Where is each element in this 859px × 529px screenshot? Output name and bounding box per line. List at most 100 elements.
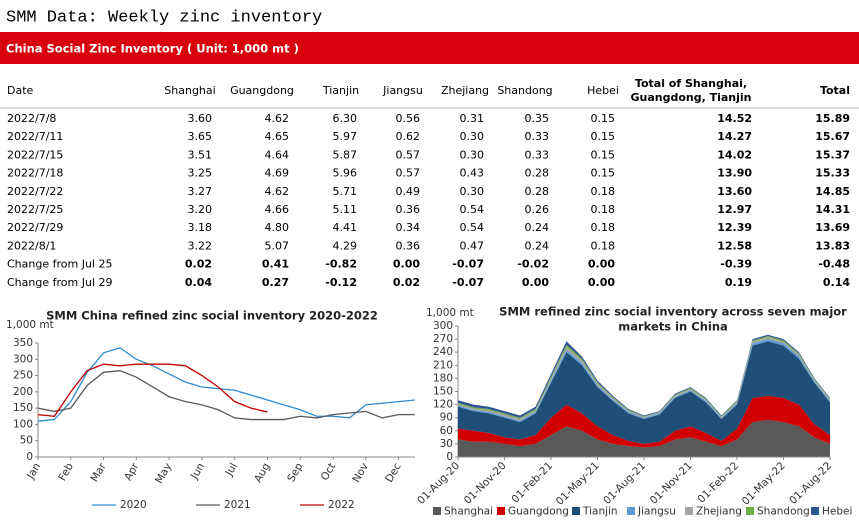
legend-label: Jiangsu	[637, 506, 676, 518]
table-cell: 3.51	[188, 148, 213, 161]
table-cell: 5.71	[333, 185, 358, 198]
area-series	[458, 419, 830, 457]
x-tick-label: Feb	[56, 461, 76, 483]
table-cell: 0.14	[823, 276, 850, 289]
table-cell: 13.90	[717, 167, 752, 180]
x-tick-label: Aug	[252, 461, 273, 485]
table-cell: 0.28	[525, 167, 550, 180]
table-cell: 14.02	[717, 148, 752, 161]
legend-label: Hebei	[822, 506, 852, 518]
column-header: Zhejiang	[441, 84, 489, 97]
table-cell: 0.30	[460, 130, 485, 143]
table-cell: 4.41	[333, 221, 358, 234]
legend-swatch	[572, 507, 580, 515]
table-cell: 0.00	[522, 276, 549, 289]
table-cell: 0.62	[396, 130, 421, 143]
row-label: 2022/7/15	[7, 148, 63, 161]
table-cell: 12.58	[717, 239, 752, 252]
legend-swatch	[685, 507, 693, 515]
table-cell: 0.15	[591, 167, 616, 180]
table-cell: 0.30	[460, 148, 485, 161]
area-series	[458, 341, 830, 444]
x-tick-label: 01-Aug-21	[601, 460, 648, 507]
table-cell: 0.31	[460, 112, 485, 125]
table-cell: 5.87	[333, 148, 358, 161]
table-cell: 0.36	[396, 203, 421, 216]
y-tick-label: 180	[433, 372, 453, 384]
row-label: Change from Jul 25	[7, 258, 112, 271]
x-tick-label: May	[153, 461, 174, 486]
table-cell: 15.89	[815, 112, 850, 125]
table-cell: 4.62	[265, 185, 290, 198]
x-tick-label: 01-Feb-22	[695, 460, 741, 506]
table-cell: -0.07	[452, 276, 484, 289]
line-series	[37, 370, 415, 421]
legend-label: Shanghai	[444, 506, 493, 518]
column-header: Jiangsu	[382, 84, 423, 97]
y-axis-label: 1,000 mt	[426, 307, 474, 319]
page-title: SMM Data: Weekly zinc inventory	[6, 8, 322, 27]
table-cell: 0.43	[460, 167, 485, 180]
table-cell: 0.33	[525, 130, 550, 143]
table-cell: 0.19	[725, 276, 752, 289]
x-tick-label: 01-Nov-20	[462, 460, 509, 507]
table-cell: 4.69	[265, 167, 290, 180]
table-cell: 0.41	[262, 258, 289, 271]
row-label: Change from Jul 29	[7, 276, 112, 289]
legend-label: 2020	[120, 499, 147, 511]
y-tick-label: 50	[20, 435, 33, 447]
table-cell: 3.27	[188, 185, 213, 198]
table-cell: 0.00	[588, 258, 615, 271]
table-cell: -0.02	[517, 258, 549, 271]
column-header: Shanghai	[164, 84, 215, 97]
line-series	[37, 347, 416, 422]
table-cell: 3.65	[188, 130, 213, 143]
table-cell: 3.60	[188, 112, 213, 125]
y-tick-label: 300	[13, 353, 33, 365]
table-cell: 0.56	[396, 112, 421, 125]
table-cell: 0.02	[393, 276, 420, 289]
y-tick-label: 250	[13, 370, 33, 382]
table-cell: 14.31	[815, 203, 850, 216]
table-cell: 0.15	[591, 148, 616, 161]
table-cell: 3.20	[188, 203, 213, 216]
column-header: Total of Shanghai, Guangdong, Tianjin	[630, 77, 751, 104]
y-tick-label: 300	[433, 320, 453, 332]
x-tick-label: Nov	[350, 461, 371, 485]
chart-title: SMM China refined zinc social inventory …	[46, 309, 378, 323]
table-cell: 12.97	[717, 203, 752, 216]
table-cell: 5.07	[265, 239, 290, 252]
legend-swatch	[497, 507, 505, 515]
table-cell: -0.39	[720, 258, 752, 271]
row-label: 2022/7/25	[7, 203, 63, 216]
table-cell: 4.66	[265, 203, 290, 216]
table-cell: 0.36	[396, 239, 421, 252]
table-cell: 5.96	[333, 167, 358, 180]
x-tick-label: 01-Aug-22	[787, 460, 834, 507]
row-label: 2022/7/18	[7, 167, 63, 180]
area-series	[458, 339, 830, 423]
legend-swatch	[433, 507, 441, 515]
table-cell: 0.18	[591, 185, 616, 198]
banner-text: China Social Zinc Inventory ( Unit: 1,00…	[6, 42, 299, 56]
table-cell: 0.18	[591, 203, 616, 216]
column-header: Total	[820, 84, 850, 97]
y-tick-label: 210	[433, 359, 453, 371]
row-label: 2022/7/22	[7, 185, 63, 198]
table-cell: 0.47	[460, 239, 485, 252]
table-cell: 4.64	[265, 148, 290, 161]
table-cell: 0.27	[262, 276, 289, 289]
table-cell: 13.83	[815, 239, 850, 252]
table-cell: 3.25	[188, 167, 213, 180]
table-cell: 15.37	[815, 148, 850, 161]
area-series	[458, 337, 830, 421]
table-cell: 12.39	[717, 221, 752, 234]
column-header: Date	[7, 84, 34, 97]
table-cell: -0.12	[325, 276, 357, 289]
table-cell: 14.52	[717, 112, 752, 125]
table-cell: -0.07	[452, 258, 484, 271]
table-cell: 0.28	[525, 185, 550, 198]
x-tick-label: Dec	[383, 461, 404, 485]
y-tick-label: 240	[433, 346, 453, 358]
